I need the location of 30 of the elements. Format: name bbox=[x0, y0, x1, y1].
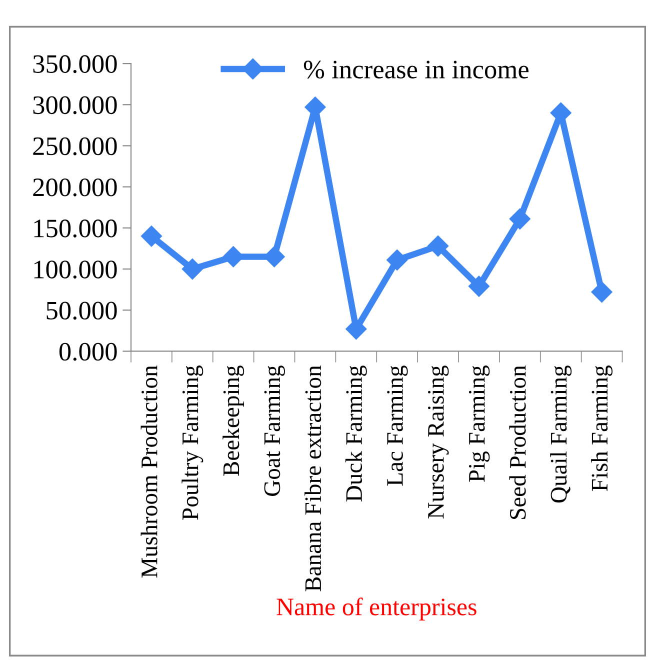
y-tick-label: 350.000 bbox=[33, 55, 117, 74]
x-axis-title: Name of enterprises bbox=[276, 598, 476, 620]
y-tick-label: 50.000 bbox=[46, 302, 117, 320]
point bbox=[386, 249, 408, 271]
x-tick-label: Fish Farming bbox=[591, 366, 613, 492]
point bbox=[591, 282, 612, 303]
x-tick-label: Mushroom Production bbox=[140, 365, 158, 578]
point bbox=[509, 208, 530, 230]
y-tick-label: 150.000 bbox=[34, 220, 117, 238]
x-tick-label: Lac Farming bbox=[387, 366, 408, 486]
x-tick-label: Seed Production bbox=[509, 365, 526, 519]
point bbox=[428, 236, 449, 257]
y-tick-label: 300.000 bbox=[33, 96, 117, 114]
x-tick-label: Pig Farming bbox=[468, 366, 490, 482]
x-tick-label: Goat Farming bbox=[264, 366, 285, 496]
x-tick-label: Quail Farming bbox=[550, 366, 572, 503]
x-tick-label: Duck Farming bbox=[345, 366, 367, 502]
point bbox=[140, 226, 162, 247]
point bbox=[346, 318, 367, 340]
legend-label: % increase in income bbox=[304, 60, 528, 79]
y-tick-label: 250.000 bbox=[33, 137, 117, 156]
y-tick-label: 200.000 bbox=[33, 178, 117, 196]
point bbox=[182, 258, 203, 280]
x-tick-label: Poultry Farming bbox=[182, 366, 204, 520]
x-tick-label: Beekeeping bbox=[222, 366, 244, 476]
point bbox=[468, 276, 490, 297]
x-tick-label: Nursery Raising bbox=[428, 366, 449, 519]
y-tick-label: 0.000 bbox=[59, 342, 117, 361]
y-tick-label: 100.000 bbox=[34, 260, 117, 279]
x-tick-label: Banana Fibre extraction bbox=[304, 365, 322, 592]
